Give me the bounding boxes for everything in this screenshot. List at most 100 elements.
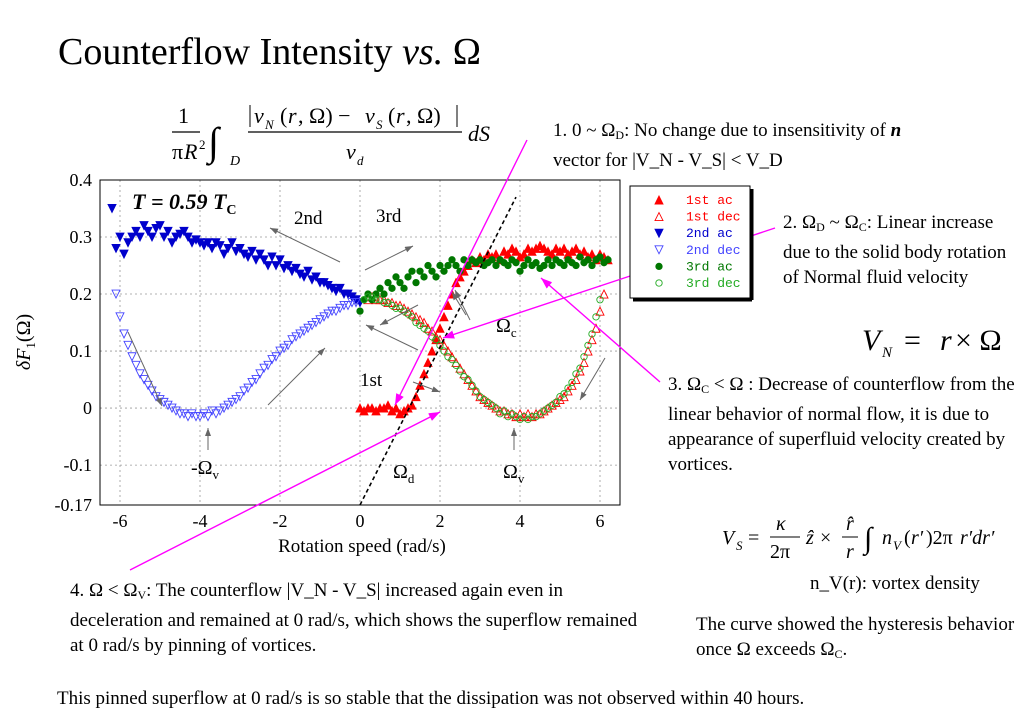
x-tick-label: -2 — [273, 511, 288, 531]
data-point — [395, 300, 405, 310]
data-point — [311, 318, 321, 328]
data-point — [431, 331, 441, 342]
legend-label: 2nd ac — [686, 226, 733, 241]
data-point — [503, 408, 513, 419]
data-point — [419, 317, 429, 327]
data-point — [368, 296, 376, 304]
svg-text:=: = — [748, 527, 759, 549]
data-point — [544, 404, 552, 412]
svg-text:2π: 2π — [770, 541, 790, 563]
data-point — [492, 261, 500, 270]
data-point — [564, 384, 572, 392]
data-point — [456, 267, 464, 275]
data-point — [516, 267, 524, 275]
data-point — [259, 363, 269, 374]
data-point — [363, 294, 373, 305]
data-point — [271, 261, 281, 271]
data-point — [428, 333, 436, 341]
data-point — [191, 412, 201, 422]
data-point — [255, 369, 265, 379]
data-point — [379, 294, 389, 305]
data-point — [472, 259, 480, 267]
data-point — [107, 204, 117, 214]
annotation-arrow — [454, 289, 471, 321]
data-point — [412, 318, 420, 327]
data-point — [584, 256, 592, 264]
data-point — [387, 297, 397, 308]
data-point — [323, 309, 333, 319]
data-point — [568, 378, 576, 387]
data-point — [516, 415, 524, 424]
data-point — [143, 226, 153, 237]
data-point — [427, 346, 437, 356]
data-point — [283, 261, 293, 271]
data-point — [303, 266, 313, 277]
data-point — [588, 261, 596, 270]
x-axis-label: Rotation speed (rad/s) — [278, 536, 446, 557]
data-point — [491, 249, 501, 259]
data-point — [559, 243, 569, 253]
data-point — [119, 329, 129, 339]
data-point — [548, 401, 556, 409]
data-point — [579, 357, 589, 367]
data-point — [143, 380, 153, 391]
data-point — [307, 275, 317, 285]
svg-text:R: R — [183, 139, 198, 164]
svg-text:S: S — [736, 538, 743, 553]
legend-label: 2nd dec — [686, 243, 741, 258]
data-point — [163, 400, 173, 411]
data-point — [351, 295, 361, 305]
data-point — [295, 269, 305, 280]
data-point — [396, 304, 404, 312]
data-point — [243, 252, 253, 262]
data-point — [416, 321, 424, 330]
data-point — [299, 326, 309, 337]
data-point — [572, 261, 580, 270]
svg-text:ẑ: ẑ — [805, 527, 814, 549]
data-point — [416, 267, 424, 275]
x-tick-label: -4 — [193, 511, 208, 531]
data-point — [380, 290, 388, 298]
data-point — [508, 410, 516, 418]
data-point — [403, 403, 413, 413]
svg-text:v: v — [254, 103, 264, 128]
y-tick-label: 0.1 — [70, 341, 93, 361]
data-point — [587, 249, 597, 259]
data-point — [536, 264, 544, 273]
data-point — [403, 306, 413, 316]
data-point — [500, 259, 508, 267]
legend-marker — [654, 228, 664, 239]
data-point — [376, 296, 384, 304]
x-tick-label: 0 — [356, 511, 365, 531]
data-point — [223, 243, 233, 254]
data-point — [235, 243, 245, 254]
data-point — [532, 412, 540, 421]
data-point — [468, 381, 476, 389]
chart-grid — [100, 179, 620, 506]
data-point — [368, 293, 376, 301]
data-point — [452, 361, 460, 369]
data-point — [399, 303, 409, 313]
data-point — [587, 334, 597, 345]
data-point — [563, 385, 573, 396]
svg-text:)2π: )2π — [926, 527, 953, 549]
data-point — [512, 412, 520, 421]
svg-text:r′: r′ — [911, 527, 924, 549]
data-point — [139, 375, 149, 385]
data-point — [131, 360, 141, 371]
data-point — [383, 297, 393, 308]
data-point — [163, 226, 173, 237]
data-point — [500, 407, 508, 415]
data-marks — [107, 204, 613, 424]
data-point — [360, 296, 368, 304]
data-point — [327, 283, 337, 294]
svg-text:(: ( — [904, 527, 911, 549]
legend-marker — [654, 245, 664, 255]
data-point — [527, 411, 537, 422]
data-point — [595, 306, 605, 316]
data-point — [383, 400, 393, 410]
svg-text:r̂: r̂ — [846, 513, 854, 535]
data-point — [355, 298, 365, 308]
axis-ticks: -6 -4 -2 0 2 4 6 -0.17 -0.1 0 0.1 0.2 0.3 0.4 — [55, 170, 605, 531]
data-point — [167, 403, 177, 414]
